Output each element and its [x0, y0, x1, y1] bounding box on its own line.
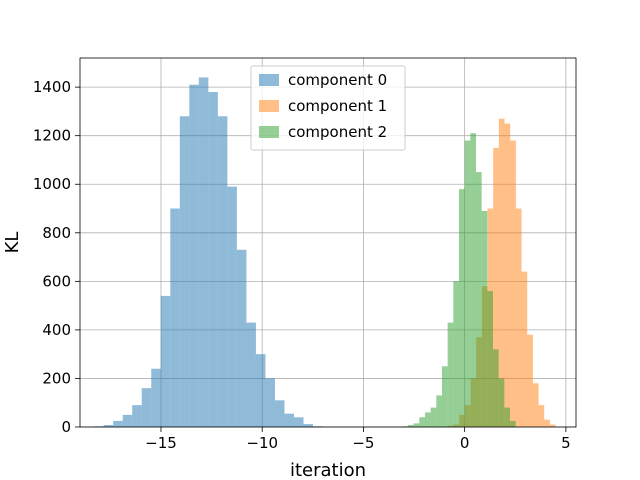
- histogram-bar: [141, 388, 152, 427]
- histogram-bar: [430, 407, 437, 427]
- histogram-bars: [94, 77, 556, 428]
- histogram-bar: [436, 395, 442, 427]
- y-tick-label: 1400: [33, 78, 71, 96]
- histogram-bar: [236, 249, 247, 427]
- histogram-bar: [515, 208, 522, 427]
- histogram-bar: [549, 424, 556, 427]
- legend-box: [250, 65, 406, 151]
- histogram-bar: [208, 91, 218, 427]
- x-tick-label: −5: [352, 434, 374, 452]
- legend-label: component 2: [288, 123, 387, 141]
- x-tick-label: 0: [460, 434, 470, 452]
- series-2-bars: [402, 133, 516, 427]
- x-axis-label: iteration: [290, 460, 366, 480]
- histogram-bar: [284, 413, 294, 427]
- histogram-bar: [544, 419, 550, 427]
- histogram-bar: [160, 295, 171, 427]
- histogram-bar: [492, 349, 499, 427]
- histogram-bar: [265, 378, 275, 427]
- y-tick-label: 400: [42, 321, 71, 339]
- histogram-bar: [487, 291, 493, 427]
- histogram-bar: [498, 118, 505, 427]
- histogram-bar: [510, 140, 516, 427]
- legend-label: component 0: [288, 71, 387, 89]
- histogram-bar: [198, 77, 209, 427]
- histogram-bar: [419, 417, 425, 427]
- histogram-bar: [293, 417, 304, 427]
- histogram-bar: [464, 140, 471, 427]
- histogram-bar: [255, 354, 266, 427]
- histogram-bar: [407, 425, 414, 427]
- histogram-bar: [504, 407, 511, 427]
- legend: component 0 component 1 component 2: [250, 65, 406, 151]
- y-tick-label: 0: [61, 418, 71, 436]
- y-axis-label: KL: [2, 232, 23, 254]
- histogram-bar: [303, 424, 314, 427]
- histogram-bar: [122, 414, 133, 427]
- histogram-bar: [510, 420, 516, 427]
- histogram-bar: [527, 334, 533, 427]
- axes-frame: [79, 57, 577, 428]
- histogram-bar: [504, 123, 511, 427]
- legend-swatch: [259, 126, 279, 138]
- histogram-bar: [246, 322, 256, 427]
- x-tick-label: −15: [145, 434, 177, 452]
- histogram-bar: [458, 189, 465, 427]
- histogram-bar: [170, 208, 180, 427]
- histogram-bar: [475, 172, 482, 427]
- histogram-bar: [470, 133, 476, 427]
- histogram-bar: [179, 116, 190, 428]
- x-tick-label: 5: [561, 434, 571, 452]
- y-axis-ticks: 0 200 400 600 800 1000 1200 1400: [33, 78, 80, 436]
- histogram-bar: [413, 423, 420, 427]
- histogram-bar: [447, 322, 454, 427]
- histogram-bar: [493, 147, 499, 427]
- legend-swatch: [259, 74, 279, 86]
- histogram-bar: [424, 412, 431, 427]
- legend-label: component 1: [288, 97, 387, 115]
- y-tick-label: 800: [42, 224, 71, 242]
- histogram-bar: [532, 383, 539, 427]
- histogram-bar: [521, 271, 528, 427]
- y-tick-label: 1000: [33, 175, 71, 193]
- legend-swatch: [259, 100, 279, 112]
- histogram-bar: [227, 186, 237, 427]
- histogram-bar: [151, 368, 161, 427]
- histogram-bar: [453, 281, 459, 427]
- histogram-bar: [498, 378, 505, 427]
- histogram-bar: [132, 405, 142, 427]
- histogram-bar: [189, 84, 199, 427]
- histogram-bar: [481, 210, 488, 427]
- y-tick-label: 200: [42, 369, 71, 387]
- y-tick-label: 600: [42, 272, 71, 290]
- histogram-bar: [113, 420, 123, 427]
- histogram-bar: [441, 366, 448, 427]
- x-tick-label: −10: [246, 434, 278, 452]
- x-axis-ticks: −15 −10 −5 0 5: [145, 427, 571, 452]
- histogram-bar: [274, 400, 285, 427]
- series-0-bars: [94, 77, 323, 428]
- y-tick-label: 1200: [33, 127, 71, 145]
- histogram-bar: [538, 405, 545, 427]
- histogram-bar: [217, 116, 228, 428]
- histogram-bar: [103, 425, 114, 427]
